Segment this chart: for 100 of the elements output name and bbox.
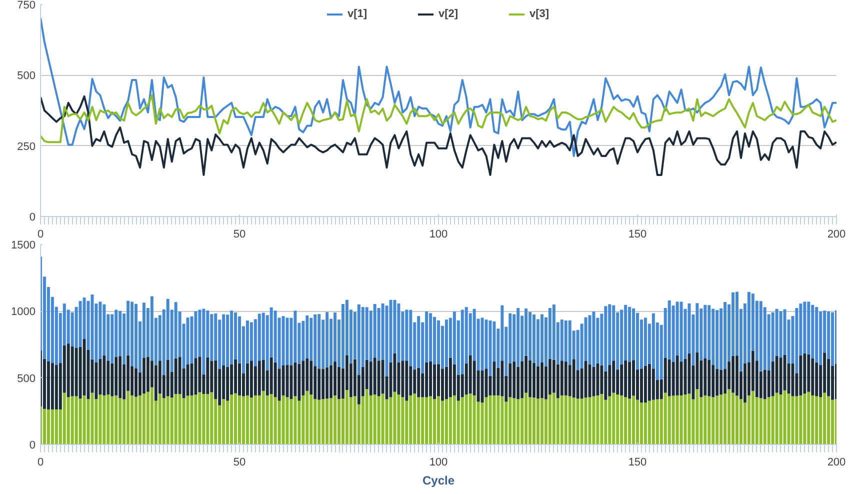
bar	[102, 395, 106, 444]
bar	[767, 397, 770, 444]
bar	[811, 358, 814, 396]
bar	[357, 304, 360, 376]
bar	[226, 366, 230, 401]
bar	[282, 316, 285, 366]
bar	[334, 395, 337, 444]
bar	[743, 363, 746, 402]
x-tick-label: 0	[37, 228, 44, 240]
bar	[763, 399, 766, 444]
bar	[444, 399, 448, 444]
bar	[592, 366, 596, 396]
bar	[488, 395, 492, 444]
bar	[516, 308, 520, 367]
bar	[592, 312, 596, 367]
x-tick-label: 200	[827, 228, 846, 240]
bar	[512, 362, 516, 398]
bar	[286, 397, 289, 444]
bar	[266, 395, 269, 444]
bar	[78, 398, 82, 444]
bar	[365, 389, 368, 444]
bar	[82, 395, 86, 444]
y-tick-label: 500	[17, 372, 36, 385]
bar	[616, 394, 620, 444]
bar	[592, 396, 596, 444]
bar	[556, 364, 560, 398]
bar	[433, 364, 436, 400]
bar	[330, 365, 333, 398]
bar	[401, 360, 404, 398]
bar	[294, 310, 297, 362]
bar	[600, 394, 604, 444]
bar	[460, 397, 464, 444]
bar	[74, 396, 78, 444]
bar	[624, 304, 628, 360]
bar	[596, 395, 600, 444]
bar	[652, 400, 655, 444]
bar	[429, 313, 432, 362]
bar	[771, 396, 774, 444]
bar	[98, 302, 102, 359]
bar	[480, 370, 484, 402]
bar	[572, 359, 576, 398]
bar	[799, 355, 802, 396]
bar	[134, 396, 138, 444]
bar	[823, 392, 826, 444]
bar	[222, 314, 226, 366]
bar	[397, 394, 400, 444]
bar	[210, 392, 214, 444]
bar	[318, 400, 321, 444]
bar	[759, 301, 762, 372]
bar	[142, 394, 146, 444]
bar	[417, 368, 420, 398]
bar	[198, 392, 202, 444]
bar	[54, 409, 58, 444]
bar	[397, 303, 400, 362]
bar	[759, 398, 762, 444]
bar	[338, 399, 340, 444]
bar	[640, 402, 643, 444]
bar	[130, 302, 134, 366]
bar	[373, 358, 376, 394]
bar	[532, 398, 536, 444]
bar	[330, 398, 333, 444]
bar	[791, 363, 794, 396]
bar	[656, 399, 659, 444]
bar	[290, 399, 293, 444]
bar	[815, 396, 818, 444]
bar	[791, 396, 794, 444]
bar	[74, 348, 78, 396]
bar	[166, 396, 170, 444]
bar	[377, 360, 380, 396]
bar	[588, 315, 592, 364]
bar	[747, 292, 750, 362]
bar	[648, 400, 651, 444]
bar	[270, 357, 273, 394]
bar	[318, 368, 321, 400]
bar	[672, 396, 675, 444]
bar	[433, 316, 436, 364]
bar	[82, 338, 86, 396]
bar	[704, 304, 707, 358]
bar	[134, 368, 138, 397]
bar	[310, 394, 313, 444]
bar	[222, 399, 226, 444]
bar	[532, 362, 536, 398]
bar	[50, 363, 54, 410]
bar	[381, 394, 384, 444]
bar	[568, 396, 572, 444]
x-tick-label: 150	[628, 456, 647, 468]
bar	[739, 399, 742, 444]
x-tick-label: 200	[827, 456, 846, 468]
bar	[234, 393, 238, 444]
bar	[409, 310, 412, 366]
x-axis-title: Cycle	[422, 474, 455, 488]
bar	[536, 398, 540, 444]
bar	[250, 360, 253, 398]
bar	[178, 357, 182, 394]
bar	[807, 302, 810, 354]
bar	[636, 400, 639, 444]
bar	[393, 392, 396, 444]
bar	[572, 398, 576, 444]
bar	[628, 362, 632, 399]
bar	[644, 366, 647, 402]
